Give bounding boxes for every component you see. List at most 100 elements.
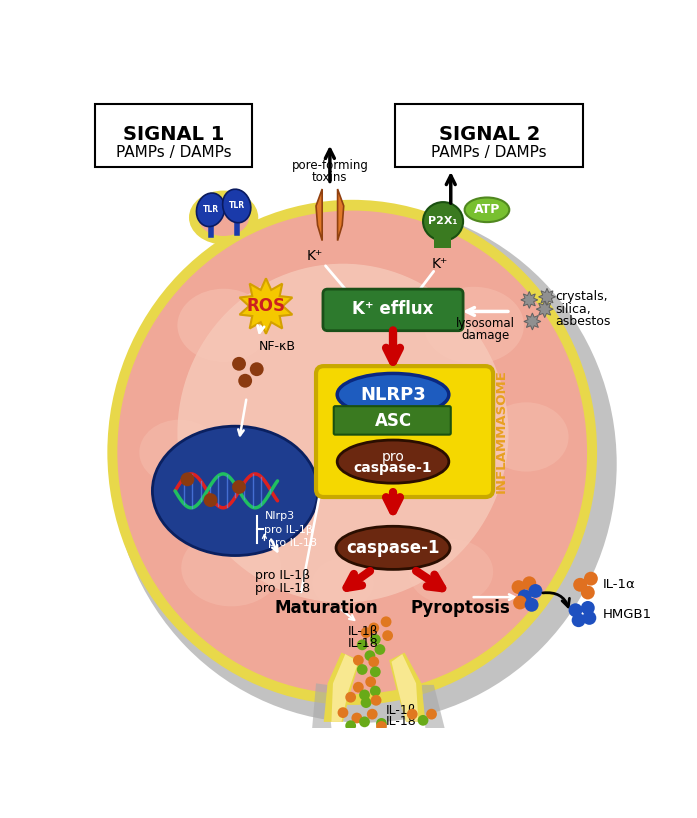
Text: K⁺: K⁺ (307, 249, 323, 263)
Text: SIGNAL 1: SIGNAL 1 (123, 125, 224, 144)
Circle shape (381, 617, 392, 627)
Ellipse shape (424, 287, 524, 364)
Circle shape (370, 667, 381, 677)
Ellipse shape (189, 191, 259, 245)
Polygon shape (521, 291, 538, 308)
Circle shape (522, 577, 536, 591)
Polygon shape (524, 313, 541, 330)
Ellipse shape (222, 189, 251, 222)
Circle shape (374, 644, 385, 655)
Circle shape (370, 685, 381, 696)
Text: caspase-1: caspase-1 (346, 539, 440, 557)
Circle shape (584, 572, 598, 586)
Ellipse shape (181, 529, 282, 606)
FancyBboxPatch shape (316, 366, 493, 497)
Text: damage: damage (461, 329, 510, 342)
Text: pro IL-18: pro IL-18 (268, 538, 316, 548)
Circle shape (518, 590, 532, 604)
Circle shape (369, 622, 379, 633)
Polygon shape (392, 654, 418, 721)
Text: crystals,: crystals, (556, 290, 608, 303)
Polygon shape (316, 189, 322, 240)
Ellipse shape (107, 200, 597, 705)
Circle shape (353, 655, 364, 666)
Circle shape (525, 598, 539, 612)
Text: PAMPs / DAMPs: PAMPs / DAMPs (116, 145, 231, 160)
FancyBboxPatch shape (323, 289, 463, 330)
Text: silica,: silica, (556, 303, 591, 316)
Ellipse shape (178, 289, 270, 362)
Circle shape (370, 634, 381, 645)
FancyBboxPatch shape (334, 407, 451, 434)
Text: toxins: toxins (312, 171, 348, 184)
Text: TLR: TLR (229, 201, 245, 210)
Text: lysosomal: lysosomal (456, 317, 515, 330)
Text: IL-18: IL-18 (385, 716, 416, 728)
Text: TLR: TLR (202, 205, 219, 214)
Circle shape (360, 697, 372, 708)
Circle shape (250, 362, 263, 376)
Circle shape (357, 664, 367, 675)
Circle shape (353, 682, 364, 693)
Ellipse shape (484, 402, 569, 472)
Ellipse shape (178, 263, 509, 603)
Text: caspase-1: caspase-1 (353, 461, 432, 474)
Circle shape (376, 718, 387, 729)
Polygon shape (323, 653, 360, 721)
Text: Nlrp3: Nlrp3 (264, 511, 295, 521)
Text: IL-1α: IL-1α (603, 578, 636, 591)
Text: pro: pro (381, 450, 404, 464)
FancyBboxPatch shape (434, 223, 451, 249)
Circle shape (232, 357, 246, 371)
Ellipse shape (337, 440, 449, 483)
Polygon shape (312, 683, 331, 728)
Text: IL-1β: IL-1β (348, 624, 378, 637)
FancyBboxPatch shape (395, 105, 583, 168)
Circle shape (367, 708, 378, 720)
Circle shape (569, 604, 583, 617)
Circle shape (204, 493, 217, 507)
Text: pro IL-1β: pro IL-1β (264, 525, 314, 535)
Circle shape (581, 601, 595, 615)
Text: K⁺: K⁺ (432, 257, 448, 271)
Circle shape (232, 480, 246, 494)
Text: pro IL-18: pro IL-18 (255, 582, 310, 596)
Circle shape (365, 650, 375, 661)
Circle shape (360, 627, 372, 638)
Polygon shape (422, 685, 445, 728)
Circle shape (418, 715, 429, 726)
Text: NLRP3: NLRP3 (360, 385, 426, 403)
Ellipse shape (423, 202, 463, 240)
Text: ATP: ATP (474, 204, 500, 216)
Ellipse shape (153, 426, 318, 555)
Ellipse shape (139, 420, 220, 485)
Text: SIGNAL 2: SIGNAL 2 (438, 125, 540, 144)
Ellipse shape (112, 205, 617, 722)
Circle shape (369, 656, 379, 667)
Ellipse shape (198, 199, 249, 236)
Text: K⁺ efflux: K⁺ efflux (352, 300, 434, 318)
Text: HMGB1: HMGB1 (603, 608, 652, 621)
Circle shape (351, 712, 362, 723)
Polygon shape (536, 301, 553, 317)
Text: ROS: ROS (247, 297, 286, 315)
Text: Pyroptosis: Pyroptosis (410, 599, 510, 617)
Circle shape (528, 584, 542, 598)
Circle shape (572, 614, 585, 627)
Ellipse shape (117, 210, 587, 694)
Circle shape (345, 692, 356, 703)
Text: pore-forming: pore-forming (291, 160, 368, 173)
Text: NF-κB: NF-κB (259, 340, 296, 353)
Circle shape (181, 472, 194, 486)
Polygon shape (539, 289, 556, 305)
Circle shape (407, 708, 418, 720)
Circle shape (382, 630, 393, 641)
Polygon shape (389, 653, 425, 721)
Text: Maturation: Maturation (274, 599, 378, 617)
Polygon shape (240, 278, 292, 334)
Ellipse shape (312, 558, 374, 609)
Ellipse shape (337, 374, 449, 416)
Circle shape (357, 640, 367, 650)
Text: ASC: ASC (374, 411, 412, 429)
Circle shape (359, 717, 370, 727)
